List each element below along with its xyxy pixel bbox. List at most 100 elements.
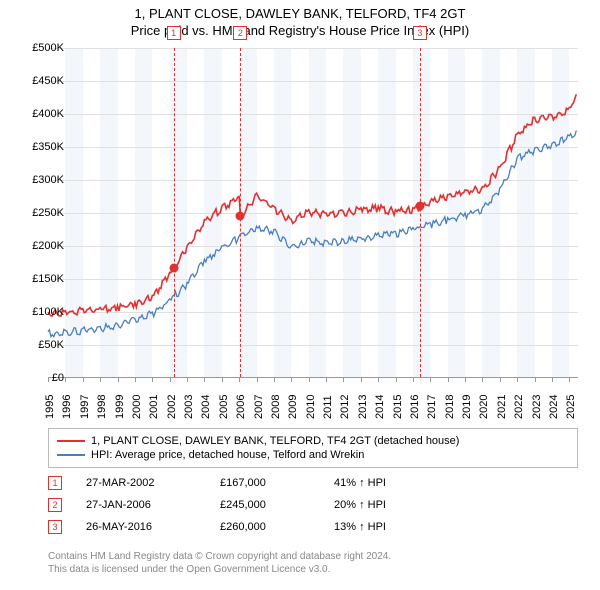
- legend-swatch-hpi: [57, 454, 85, 456]
- x-tick: [239, 377, 240, 382]
- x-axis-label: 2003: [183, 395, 195, 419]
- transaction-table: 127-MAR-2002£167,00041% ↑ HPI227-JAN-200…: [48, 472, 578, 538]
- x-axis-label: 2020: [478, 395, 490, 419]
- x-tick: [482, 377, 483, 382]
- marker-dot: [169, 263, 178, 272]
- x-axis-label: 2018: [444, 395, 456, 419]
- x-tick: [257, 377, 258, 382]
- transaction-date: 27-MAR-2002: [86, 477, 196, 489]
- x-axis-label: 2002: [166, 395, 178, 419]
- y-axis-label: £350K: [32, 141, 64, 153]
- x-axis-label: 2008: [270, 395, 282, 419]
- marker-vline: [174, 48, 175, 377]
- footer-line1: Contains HM Land Registry data © Crown c…: [48, 550, 578, 563]
- transaction-marker: 3: [48, 520, 62, 534]
- x-tick: [48, 377, 49, 382]
- x-axis-label: 2012: [339, 395, 351, 419]
- x-axis-label: 1998: [96, 395, 108, 419]
- x-axis-label: 2005: [218, 395, 230, 419]
- transaction-price: £245,000: [220, 499, 310, 511]
- x-tick: [187, 377, 188, 382]
- legend-label-hpi: HPI: Average price, detached house, Telf…: [91, 449, 364, 461]
- x-axis-label: 2000: [131, 395, 143, 419]
- marker-dot: [236, 212, 245, 221]
- x-axis-label: 2013: [357, 395, 369, 419]
- transaction-price: £167,000: [220, 477, 310, 489]
- x-tick: [274, 377, 275, 382]
- x-tick: [465, 377, 466, 382]
- footer-line2: This data is licensed under the Open Gov…: [48, 563, 578, 576]
- x-tick: [448, 377, 449, 382]
- x-axis-label: 2022: [513, 395, 525, 419]
- title-line2: Price paid vs. HM Land Registry's House …: [0, 23, 600, 40]
- title-line1: 1, PLANT CLOSE, DAWLEY BANK, TELFORD, TF…: [0, 6, 600, 23]
- x-tick: [396, 377, 397, 382]
- series-line-price_paid: [48, 94, 576, 316]
- x-tick: [517, 377, 518, 382]
- y-axis-label: £200K: [32, 240, 64, 252]
- x-axis-label: 2001: [148, 395, 160, 419]
- marker-dot: [415, 202, 424, 211]
- x-tick: [430, 377, 431, 382]
- x-tick: [204, 377, 205, 382]
- legend-label-price-paid: 1, PLANT CLOSE, DAWLEY BANK, TELFORD, TF…: [91, 435, 459, 447]
- footer-attribution: Contains HM Land Registry data © Crown c…: [48, 550, 578, 576]
- x-axis-label: 2024: [548, 395, 560, 419]
- marker-label-box: 1: [167, 26, 181, 40]
- x-axis-label: 2017: [426, 395, 438, 419]
- legend-row: HPI: Average price, detached house, Telf…: [57, 448, 569, 462]
- x-axis-label: 2009: [287, 395, 299, 419]
- x-tick: [343, 377, 344, 382]
- y-axis-label: £300K: [32, 174, 64, 186]
- x-tick: [378, 377, 379, 382]
- x-axis-label: 2004: [200, 395, 212, 419]
- transaction-pct: 41% ↑ HPI: [334, 477, 386, 489]
- x-tick: [100, 377, 101, 382]
- y-axis-label: £100K: [32, 306, 64, 318]
- x-axis-label: 1996: [61, 395, 73, 419]
- x-axis-label: 1995: [44, 395, 56, 419]
- x-tick: [135, 377, 136, 382]
- legend-row: 1, PLANT CLOSE, DAWLEY BANK, TELFORD, TF…: [57, 434, 569, 448]
- x-axis-label: 2025: [565, 395, 577, 419]
- x-tick: [535, 377, 536, 382]
- x-tick: [569, 377, 570, 382]
- x-tick: [170, 377, 171, 382]
- x-axis-label: 2011: [322, 395, 334, 419]
- x-axis-label: 2015: [392, 395, 404, 419]
- transaction-row: 3 26-MAY-2016 £260,000 13% ↑ HPI: [48, 516, 578, 538]
- transaction-pct: 20% ↑ HPI: [334, 499, 386, 511]
- x-tick: [152, 377, 153, 382]
- x-tick: [309, 377, 310, 382]
- x-tick: [552, 377, 553, 382]
- y-axis-label: £50K: [38, 339, 64, 351]
- x-tick: [222, 377, 223, 382]
- x-axis-label: 2006: [235, 395, 247, 419]
- x-tick: [291, 377, 292, 382]
- transaction-row: 227-JAN-2006£245,00020% ↑ HPI: [48, 494, 578, 516]
- transaction-pct: 13% ↑ HPI: [334, 521, 386, 533]
- marker-vline: [420, 48, 421, 377]
- x-tick: [361, 377, 362, 382]
- x-axis-label: 2007: [253, 395, 265, 419]
- y-axis-label: £400K: [32, 108, 64, 120]
- transaction-date: 27-JAN-2006: [86, 499, 196, 511]
- marker-label-box: 3: [413, 26, 427, 40]
- chart-title: 1, PLANT CLOSE, DAWLEY BANK, TELFORD, TF…: [0, 0, 600, 40]
- y-axis-label: £500K: [32, 42, 64, 54]
- legend: 1, PLANT CLOSE, DAWLEY BANK, TELFORD, TF…: [48, 428, 578, 468]
- transaction-row: 127-MAR-2002£167,00041% ↑ HPI: [48, 472, 578, 494]
- x-axis-label: 2023: [531, 395, 543, 419]
- y-axis-label: £450K: [32, 75, 64, 87]
- x-tick: [83, 377, 84, 382]
- transaction-price: £260,000: [220, 521, 310, 533]
- x-axis-label: 2014: [374, 395, 386, 419]
- x-axis-label: 2010: [305, 395, 317, 419]
- legend-swatch-price-paid: [57, 440, 85, 442]
- transaction-date: 26-MAY-2016: [86, 521, 196, 533]
- x-tick: [326, 377, 327, 382]
- chart-lines-svg: [48, 48, 578, 377]
- marker-label-box: 2: [233, 26, 247, 40]
- y-axis-label: £250K: [32, 207, 64, 219]
- y-axis-label: £0: [52, 372, 64, 384]
